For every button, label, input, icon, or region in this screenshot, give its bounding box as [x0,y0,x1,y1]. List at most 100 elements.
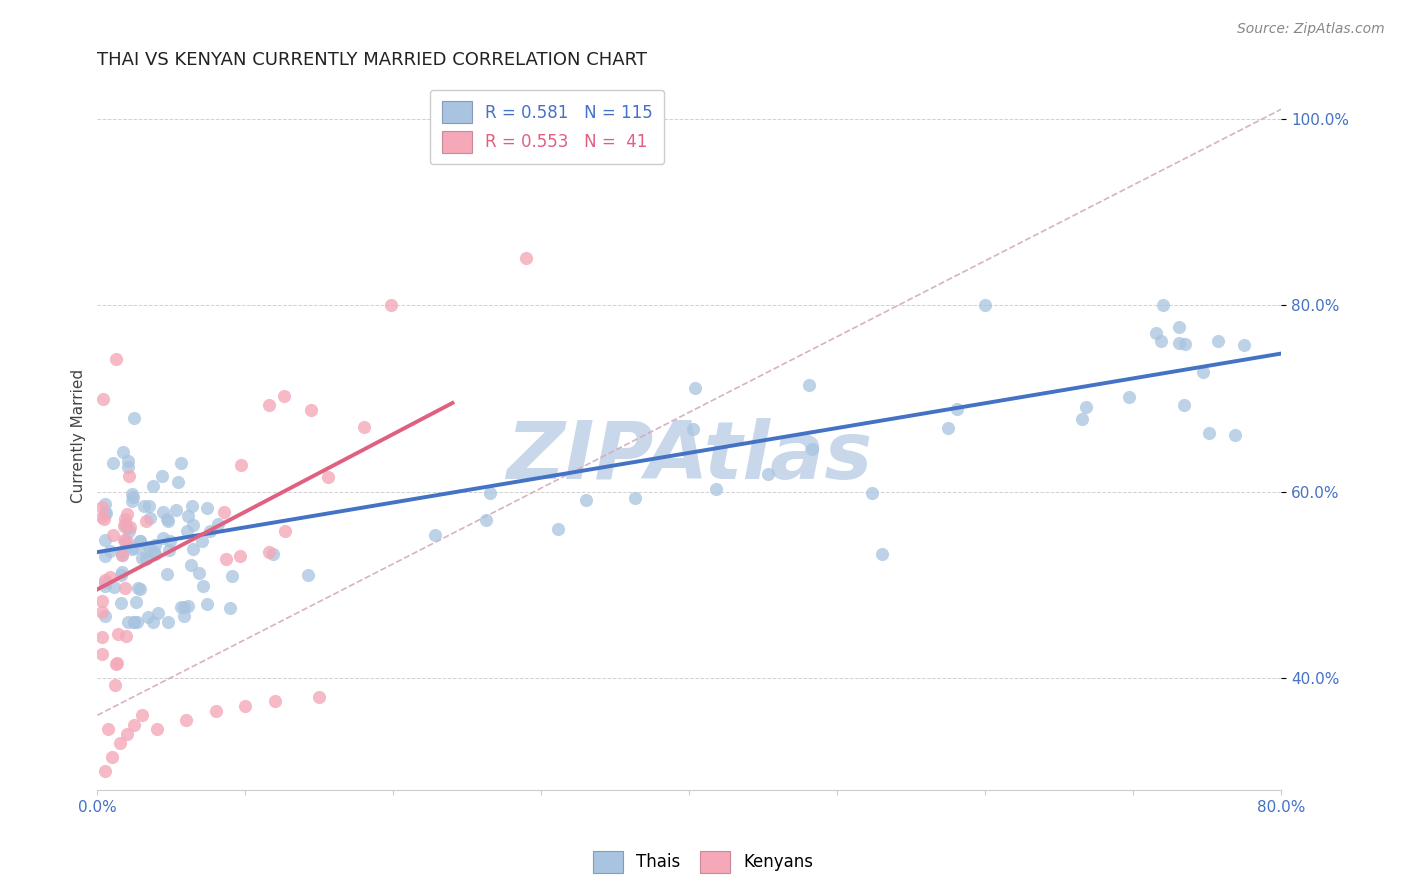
Point [101,528,124,542]
Point [214,505,236,519]
Point [146,606,169,620]
Point [90,630,112,644]
Point [132,499,155,513]
Point [131,708,153,723]
Point [103,456,125,470]
Point [129,534,152,549]
Point [101,750,124,764]
Point [173,600,195,615]
Point [1150,334,1173,348]
Point [110,568,132,582]
Point [259,545,281,559]
Point [181,517,204,532]
Point [946,401,969,416]
Point [262,547,284,561]
Point [1144,326,1167,341]
Point [800,442,823,457]
Point [191,579,214,593]
Point [121,487,143,501]
Point [94,764,117,779]
Point [547,522,569,536]
Point [114,533,136,548]
Point [138,540,160,554]
Point [1168,336,1191,351]
Point [94,506,117,520]
Point [157,615,180,629]
Point [1173,398,1195,412]
Point [1192,365,1215,379]
Point [380,298,402,312]
Point [115,533,138,548]
Point [117,615,139,629]
Point [121,491,143,505]
Point [122,411,145,425]
Point [1233,338,1256,352]
Point [308,690,330,704]
Point [104,351,127,366]
Point [936,421,959,435]
Point [114,582,136,596]
Point [128,582,150,596]
Point [128,534,150,549]
Point [121,494,143,508]
Point [221,568,243,582]
Point [173,608,195,623]
Point [115,508,138,522]
Point [112,519,135,533]
Point [623,491,645,505]
Point [176,599,198,614]
Point [91,605,114,619]
Point [111,548,134,562]
Point [1074,400,1097,414]
Text: Source: ZipAtlas.com: Source: ZipAtlas.com [1237,22,1385,37]
Point [90,510,112,524]
Point [117,520,139,534]
Point [264,694,287,708]
Point [170,599,193,614]
Point [108,736,131,750]
Point [1152,298,1174,312]
Point [135,552,157,566]
Point [187,566,209,581]
Point [152,531,174,545]
Point [215,552,238,566]
Point [94,549,117,563]
Point [297,567,319,582]
Point [316,470,339,484]
Point [138,499,160,513]
Point [157,543,180,558]
Point [103,581,125,595]
Point [135,545,157,559]
Point [142,615,165,629]
Point [682,421,704,435]
Point [142,545,165,559]
Point [478,485,501,500]
Point [156,566,179,581]
Point [204,704,226,718]
Point [353,420,375,434]
Point [115,727,138,741]
Legend: Thais, Kenyans: Thais, Kenyans [586,845,820,880]
Point [181,499,204,513]
Point [273,524,295,539]
Point [229,549,252,563]
Point [98,544,121,558]
Point [860,486,883,500]
Point [94,579,117,593]
Point [94,609,117,624]
Point [127,581,149,595]
Y-axis label: Currently Married: Currently Married [72,368,86,503]
Point [90,500,112,515]
Point [180,558,202,572]
Point [183,541,205,556]
Point [474,513,496,527]
Point [124,717,146,731]
Point [118,469,141,483]
Point [1167,319,1189,334]
Point [177,509,200,524]
Point [683,381,706,395]
Point [299,403,322,417]
Point [797,377,820,392]
Point [125,595,148,609]
Point [97,722,120,736]
